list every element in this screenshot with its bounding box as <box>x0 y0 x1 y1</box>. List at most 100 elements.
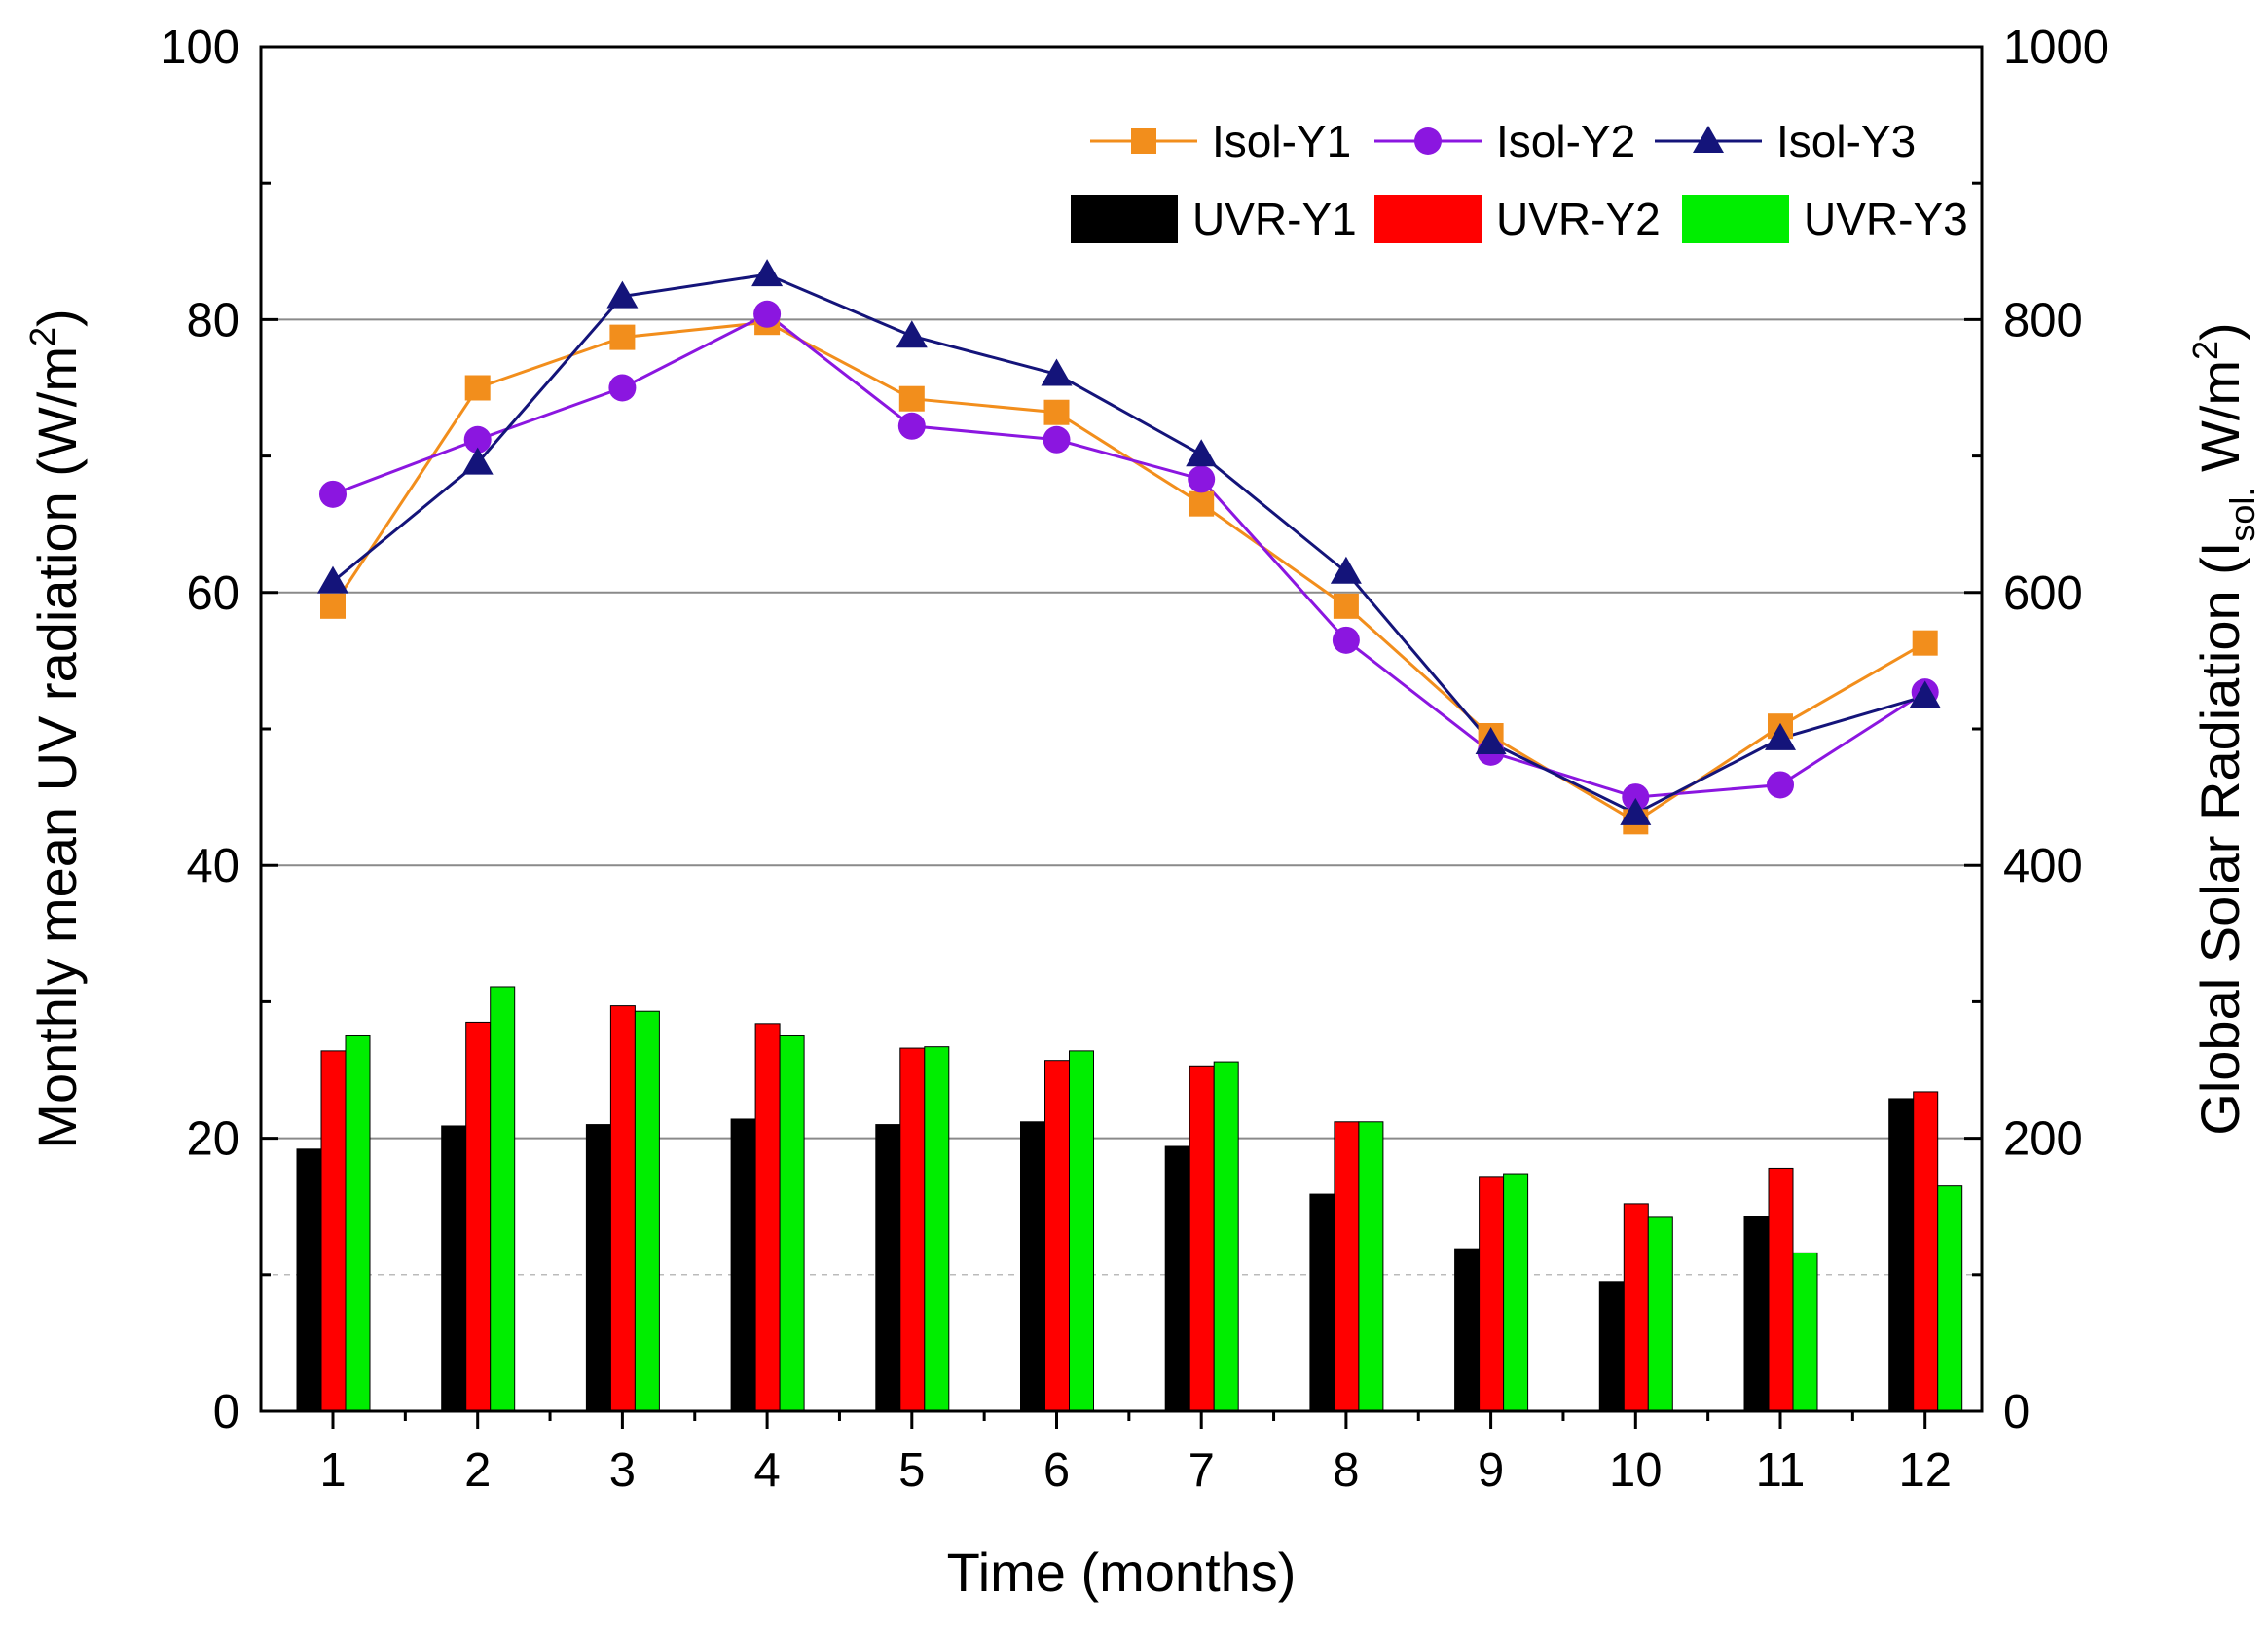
bar-uvr-y1-m10 <box>1598 1281 1625 1412</box>
bar-uvr-y3-m5 <box>924 1046 950 1412</box>
bar-uvr-y1-m2 <box>441 1125 467 1412</box>
legend-label-isol-y2: Isol-Y2 <box>1496 116 1635 166</box>
x-tick-label: 5 <box>898 1444 925 1497</box>
bar-uvr-y2-m1 <box>320 1050 347 1412</box>
point-isol-y3-m3 <box>606 280 639 309</box>
legend-label-uvr-y2: UVR-Y2 <box>1496 194 1661 244</box>
bar-uvr-y1-m1 <box>296 1148 322 1412</box>
line-isol-y2 <box>332 312 1926 799</box>
point-isol-y1-m2 <box>464 375 491 401</box>
x-tick-label: 7 <box>1189 1444 1215 1497</box>
legend-swatch-uvr-y3 <box>1682 195 1789 243</box>
bar-uvr-y3-m9 <box>1503 1173 1529 1412</box>
point-isol-y2-m11 <box>1767 771 1794 799</box>
point-isol-y2-m7 <box>1188 465 1216 493</box>
bar-uvr-y3-m12 <box>1937 1185 1963 1412</box>
bar-uvr-y2-m7 <box>1189 1065 1215 1412</box>
point-isol-y1-m8 <box>1333 593 1359 619</box>
bar-series-group <box>296 986 1963 1412</box>
bar-uvr-y2-m3 <box>609 1005 636 1412</box>
y-right-tick-label: 0 <box>2003 1386 2030 1438</box>
point-isol-y2-m3 <box>608 374 637 402</box>
bar-uvr-y1-m11 <box>1743 1216 1770 1412</box>
bar-uvr-y3-m7 <box>1213 1061 1239 1412</box>
bar-uvr-y2-m5 <box>899 1047 926 1412</box>
x-tick-label: 4 <box>753 1444 780 1497</box>
point-isol-y2-m4 <box>753 300 782 328</box>
point-isol-y2-m10 <box>1622 783 1650 812</box>
x-tick-label: 12 <box>1898 1444 1952 1497</box>
point-isol-y2-m1 <box>319 480 347 508</box>
bar-uvr-y3-m1 <box>345 1035 371 1412</box>
x-tick-label: 1 <box>319 1444 346 1497</box>
point-isol-y2-m2 <box>463 425 492 454</box>
line-isol-y3 <box>332 272 1926 816</box>
bar-uvr-y3-m10 <box>1647 1216 1673 1412</box>
line-isol-y1 <box>331 320 1926 824</box>
point-isol-y3-m11 <box>1765 722 1796 750</box>
bar-uvr-y1-m3 <box>585 1124 611 1412</box>
point-isol-y2-m5 <box>897 412 926 440</box>
y-right-tick-label: 800 <box>2003 294 2083 346</box>
plot-frame <box>259 45 1984 1413</box>
bar-uvr-y2-m10 <box>1623 1203 1649 1412</box>
y-right-tick-label: 200 <box>2003 1113 2083 1166</box>
bar-uvr-y1-m7 <box>1164 1145 1190 1412</box>
bar-uvr-y2-m9 <box>1479 1176 1505 1412</box>
x-tick-label: 6 <box>1043 1444 1070 1497</box>
y-left-tick-label: 20 <box>186 1113 239 1166</box>
legend-marker-isol-y1 <box>1131 128 1156 154</box>
legend-label-isol-y3: Isol-Y3 <box>1776 116 1916 166</box>
bar-uvr-y2-m2 <box>465 1021 492 1412</box>
legend-label-uvr-y1: UVR-Y1 <box>1192 194 1357 244</box>
bar-uvr-y3-m8 <box>1358 1121 1384 1412</box>
bar-uvr-y3-m3 <box>634 1010 660 1412</box>
point-isol-y3-m4 <box>751 259 784 287</box>
y-right-tick-label: 400 <box>2003 840 2083 892</box>
y-left-tick-label: 100 <box>160 21 239 74</box>
x-tick-label: 8 <box>1333 1444 1359 1497</box>
point-isol-y1-m1 <box>320 593 346 619</box>
legend-marker-isol-y2 <box>1414 127 1442 155</box>
bar-uvr-y2-m4 <box>754 1023 781 1412</box>
line-series-group <box>317 259 1941 835</box>
bar-uvr-y3-m11 <box>1792 1252 1818 1412</box>
y-right-tick-label: 1000 <box>2003 21 2109 74</box>
legend-label-isol-y1: Isol-Y1 <box>1212 116 1351 166</box>
y-left-tick-label: 60 <box>186 567 239 620</box>
bar-uvr-y1-m9 <box>1454 1248 1481 1412</box>
bar-uvr-y3-m4 <box>779 1035 805 1412</box>
bar-uvr-y2-m12 <box>1913 1091 1939 1412</box>
bar-uvr-y3-m2 <box>490 986 516 1412</box>
point-isol-y1-m6 <box>1043 399 1070 425</box>
point-isol-y3-m5 <box>896 320 928 348</box>
x-tick-label: 2 <box>464 1444 491 1497</box>
point-isol-y1-m12 <box>1912 630 1938 656</box>
point-isol-y1-m7 <box>1189 490 1215 517</box>
y-left-tick-label: 40 <box>186 840 239 892</box>
point-isol-y3-m10 <box>1620 797 1652 825</box>
bar-uvr-y2-m11 <box>1768 1167 1794 1412</box>
point-isol-y3-m2 <box>461 447 494 475</box>
legend-swatch-uvr-y1 <box>1071 195 1178 243</box>
point-isol-y1-m5 <box>898 385 925 412</box>
point-isol-y1-m3 <box>609 324 636 350</box>
y-left-tick-label: 0 <box>213 1386 239 1438</box>
bar-uvr-y1-m4 <box>730 1118 756 1412</box>
y-right-axis-title: Global Solar Radiation (Isol. W/m2) <box>2185 322 2262 1135</box>
x-tick-label: 10 <box>1609 1444 1663 1497</box>
bar-uvr-y3-m6 <box>1069 1050 1094 1412</box>
y-left-tick-label: 80 <box>186 294 239 346</box>
legend-marker-isol-y3 <box>1693 126 1724 153</box>
bar-uvr-y1-m5 <box>875 1124 901 1412</box>
y-left-axis-title: Monthly mean UV radiation (W/m2) <box>22 309 88 1148</box>
legend-swatch-uvr-y2 <box>1374 195 1482 243</box>
point-isol-y3-m12 <box>1909 680 1941 708</box>
legend-label-uvr-y3: UVR-Y3 <box>1804 194 1968 244</box>
point-isol-y2-m6 <box>1043 425 1071 454</box>
bar-uvr-y2-m6 <box>1044 1060 1070 1412</box>
legend: Isol-Y1 Isol-Y2 Isol-Y3 UVR-Y1 UVR-Y2 UVR-Y3 <box>1071 116 1968 244</box>
point-isol-y3-m6 <box>1041 358 1073 386</box>
